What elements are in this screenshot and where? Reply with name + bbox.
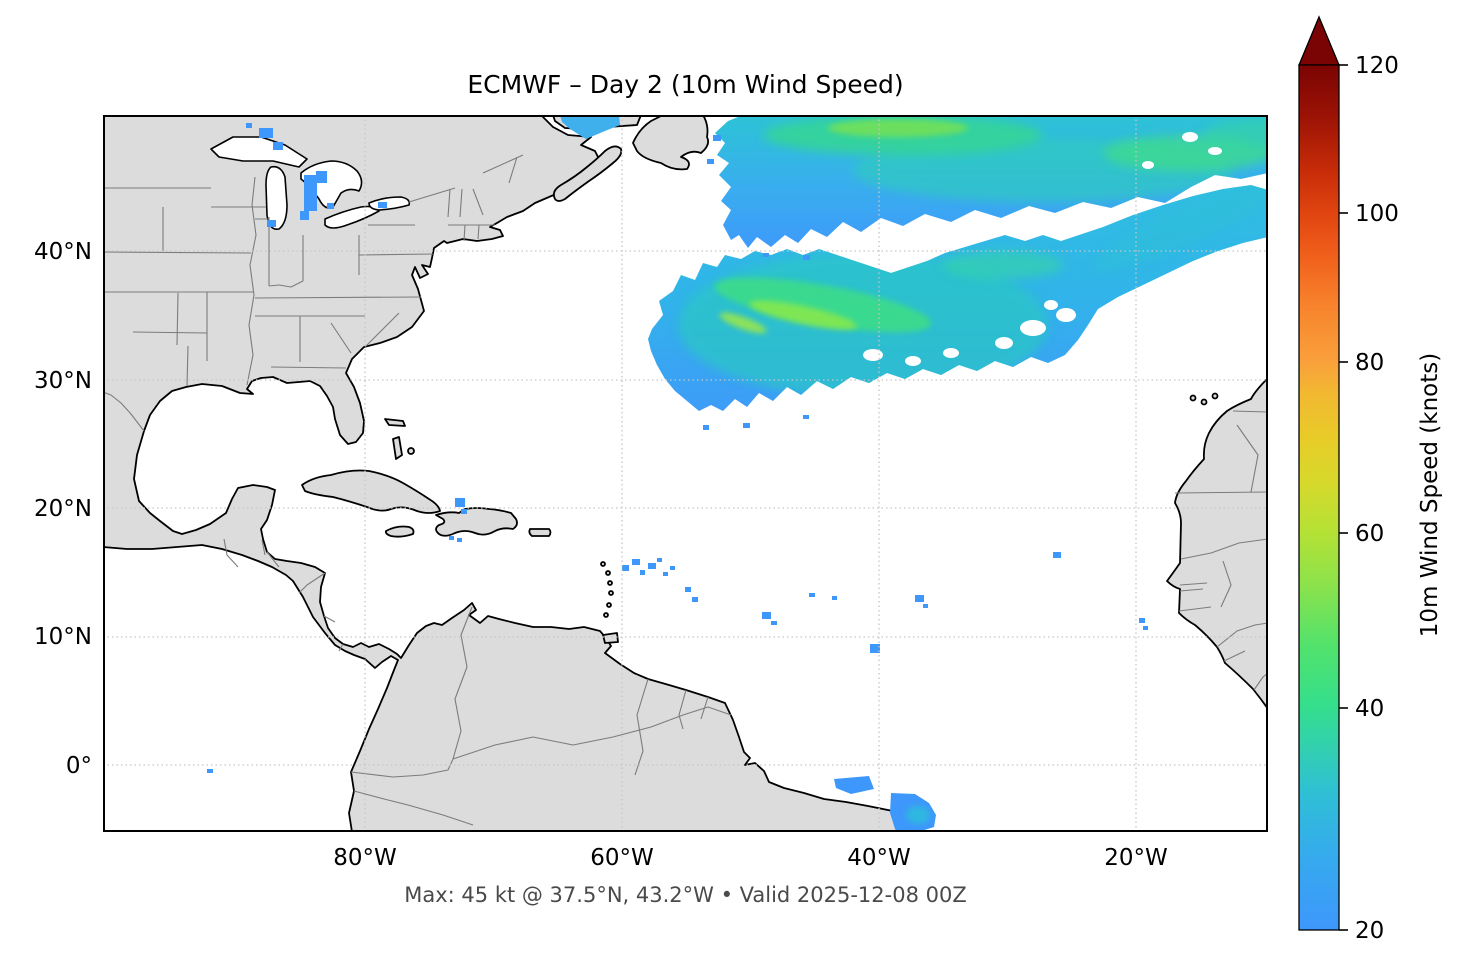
nova-scotia (552, 145, 623, 202)
lake-erie (324, 205, 380, 229)
ytick-20n: 20°N (34, 496, 92, 522)
west-africa (1166, 377, 1268, 710)
colorbar-extend-arrow (1298, 15, 1340, 66)
xtick-60w: 60°W (590, 845, 654, 871)
cbar-tick-40: 40 (1355, 696, 1384, 722)
cbar-tick-60: 60 (1355, 521, 1384, 547)
wind-layer (207, 115, 1268, 832)
gulf-st-lawrence-patch (560, 115, 620, 139)
cbar-tick-100: 100 (1355, 201, 1399, 227)
trinidad (602, 632, 619, 644)
map-frame (103, 115, 1268, 832)
puerto-rico (528, 528, 552, 537)
wind-specks (207, 123, 1148, 773)
cbar-tick-120: 120 (1355, 53, 1399, 79)
canary-islands (1189, 392, 1219, 406)
xtick-40w: 40°W (847, 845, 911, 871)
ytick-0: 0° (65, 753, 92, 779)
wind-holes-central (863, 300, 1143, 366)
colorbar-tick-marks (1339, 64, 1348, 931)
chart-title: ECMWF – Day 2 (10m Wind Speed) (467, 70, 904, 99)
ytick-10n: 10°N (34, 624, 92, 650)
lake-michigan (265, 165, 288, 231)
bahamas-2 (392, 436, 403, 460)
colorbar-label: 10m Wind Speed (knots) (1417, 353, 1443, 637)
cuba (301, 469, 441, 514)
bahamas-3 (407, 447, 415, 455)
jamaica (384, 525, 415, 538)
colorbar-bar (1298, 64, 1340, 931)
ytick-30n: 30°N (34, 368, 92, 394)
map-svg (103, 115, 1268, 832)
americas-mainland (103, 115, 919, 832)
bahamas-1 (384, 418, 406, 427)
hispaniola (435, 507, 518, 537)
caption: Max: 45 kt @ 37.5°N, 43.2°W • Valid 2025… (404, 883, 967, 907)
lesser-antilles (600, 561, 614, 618)
brazil-patch-1 (834, 776, 874, 794)
borders-layer (103, 154, 1268, 826)
wind-holes-north (1142, 132, 1222, 169)
xtick-80w: 80°W (333, 845, 397, 871)
ytick-40n: 40°N (34, 239, 92, 265)
xtick-20w: 20°W (1104, 845, 1168, 871)
cbar-tick-80: 80 (1355, 350, 1384, 376)
colorbar-svg: 120 100 80 60 40 20 10m Wind Speed (knot… (1298, 15, 1443, 944)
gridlines (103, 115, 1268, 832)
cbar-tick-20: 20 (1355, 918, 1384, 944)
